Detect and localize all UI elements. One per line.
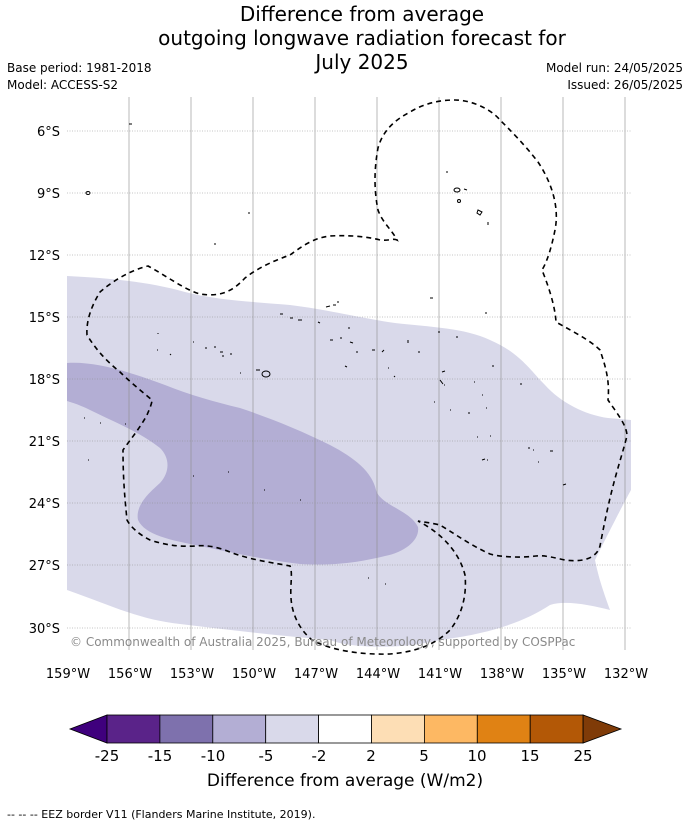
eez-legend-note: -- -- -- EEZ border V11 (Flanders Marine… — [7, 808, 316, 821]
lon-label: 159°W — [46, 667, 90, 682]
colorbar-tick: 10 — [467, 747, 486, 765]
lat-label: 21°S — [29, 435, 60, 450]
title-line-2: outgoing longwave radiation forecast for — [158, 26, 566, 50]
colorbar-swatch — [423, 714, 478, 744]
island-outline — [344, 365, 396, 378]
island-outline — [474, 365, 522, 385]
lon-label: 156°W — [108, 667, 152, 682]
island-outline — [439, 370, 446, 386]
map-title: Difference from average outgoing longwav… — [0, 2, 690, 74]
lon-label: 141°W — [418, 667, 462, 682]
island-outline — [84, 417, 126, 461]
colorbar-tick: -5 — [259, 747, 274, 765]
title-line-1: Difference from average — [239, 2, 485, 26]
island-outline — [240, 369, 260, 374]
island-outline — [528, 447, 567, 486]
colorbar-swatch — [476, 714, 531, 744]
island-outline — [457, 199, 461, 203]
latitude-labels: 6°S 9°S 12°S 15°S 18°S 21°S 24°S 27°S 30… — [29, 125, 60, 637]
colorbar-swatch — [106, 714, 161, 744]
lat-label: 24°S — [29, 497, 60, 512]
colorbar-tick: -10 — [201, 747, 226, 765]
title-line-3: July 2025 — [315, 50, 409, 74]
islands — [84, 123, 567, 585]
lat-label: 9°S — [37, 187, 60, 202]
anomaly-region-medium — [67, 362, 419, 565]
colorbar-tick: -25 — [95, 747, 120, 765]
island-outline — [476, 209, 483, 216]
island-outline — [193, 471, 301, 501]
colorbar-tick: 5 — [419, 747, 429, 765]
longitude-labels: 159°W 156°W 153°W 150°W 147°W 144°W 141°… — [46, 667, 648, 682]
island-outline — [368, 577, 386, 585]
lat-label: 15°S — [29, 311, 60, 326]
eez-border-cook-islands — [86, 99, 628, 655]
colorbar-tick: 25 — [573, 747, 592, 765]
lat-label: 30°S — [29, 622, 60, 637]
colorbar-tick: 15 — [520, 747, 539, 765]
lat-label: 27°S — [29, 559, 60, 574]
lon-label: 147°W — [294, 667, 338, 682]
island-outline — [157, 333, 194, 356]
colorbar-extend-low — [68, 714, 108, 744]
island-outline — [477, 435, 491, 461]
island-outline — [325, 301, 339, 308]
lon-label: 144°W — [356, 667, 400, 682]
colorbar-tick-labels: -25 -15 -10 -5 -2 2 5 10 15 25 — [95, 747, 593, 765]
colorbar-swatch — [371, 714, 425, 744]
colorbar-swatch — [159, 714, 214, 744]
lon-label: 153°W — [170, 667, 214, 682]
lat-label: 6°S — [37, 125, 60, 140]
island-outline — [463, 188, 468, 191]
island-outline — [407, 331, 458, 353]
colorbar-tick: -2 — [312, 747, 327, 765]
colorbar-title: Difference from average (W/m2) — [206, 771, 484, 791]
island-outline — [280, 313, 321, 324]
lon-label: 135°W — [542, 667, 586, 682]
lon-label: 138°W — [480, 667, 524, 682]
colorbar-tick: -15 — [148, 747, 173, 765]
island-outline — [356, 349, 385, 353]
eez-borders — [86, 99, 628, 655]
colorbar-swatch — [529, 714, 584, 744]
island-outline — [453, 187, 461, 193]
island-outline — [330, 327, 354, 344]
lat-label: 12°S — [29, 249, 60, 264]
lat-label: 18°S — [29, 373, 60, 388]
island-outline — [205, 346, 232, 357]
copyright-text: © Commonwealth of Australia 2025, Bureau… — [70, 635, 575, 649]
island-outline — [261, 370, 271, 378]
colorbar-swatch — [212, 714, 267, 744]
lon-label: 150°W — [232, 667, 276, 682]
colorbar-swatch — [318, 714, 372, 744]
colorbar — [68, 714, 623, 744]
issued-label: Issued: 26/05/2025 — [567, 78, 683, 92]
island-outline — [85, 191, 91, 195]
colorbar-extend-high — [582, 714, 623, 744]
model-run-label: Model run: 24/05/2025 — [545, 61, 683, 75]
island-outline — [434, 394, 487, 414]
meta-left: Base period: 1981-2018 Model: ACCESS-S2 — [7, 60, 152, 94]
lon-label: 132°W — [604, 667, 648, 682]
meta-right: Model run: 24/05/2025 Issued: 26/05/2025 — [546, 60, 683, 94]
base-period-label: Base period: 1981-2018 — [7, 61, 152, 75]
model-label: Model: ACCESS-S2 — [7, 78, 119, 92]
gridlines — [67, 97, 631, 650]
colorbar-tick: 2 — [366, 747, 376, 765]
colorbar-swatch — [265, 714, 320, 744]
